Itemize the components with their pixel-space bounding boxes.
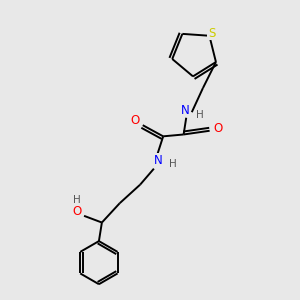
Text: H: H [169, 159, 176, 169]
Text: O: O [73, 205, 82, 218]
Text: H: H [196, 110, 204, 120]
Text: S: S [208, 27, 215, 40]
Text: N: N [181, 104, 190, 117]
Text: O: O [213, 122, 222, 135]
Text: N: N [154, 154, 163, 166]
Text: O: O [131, 114, 140, 127]
Text: H: H [74, 195, 81, 205]
